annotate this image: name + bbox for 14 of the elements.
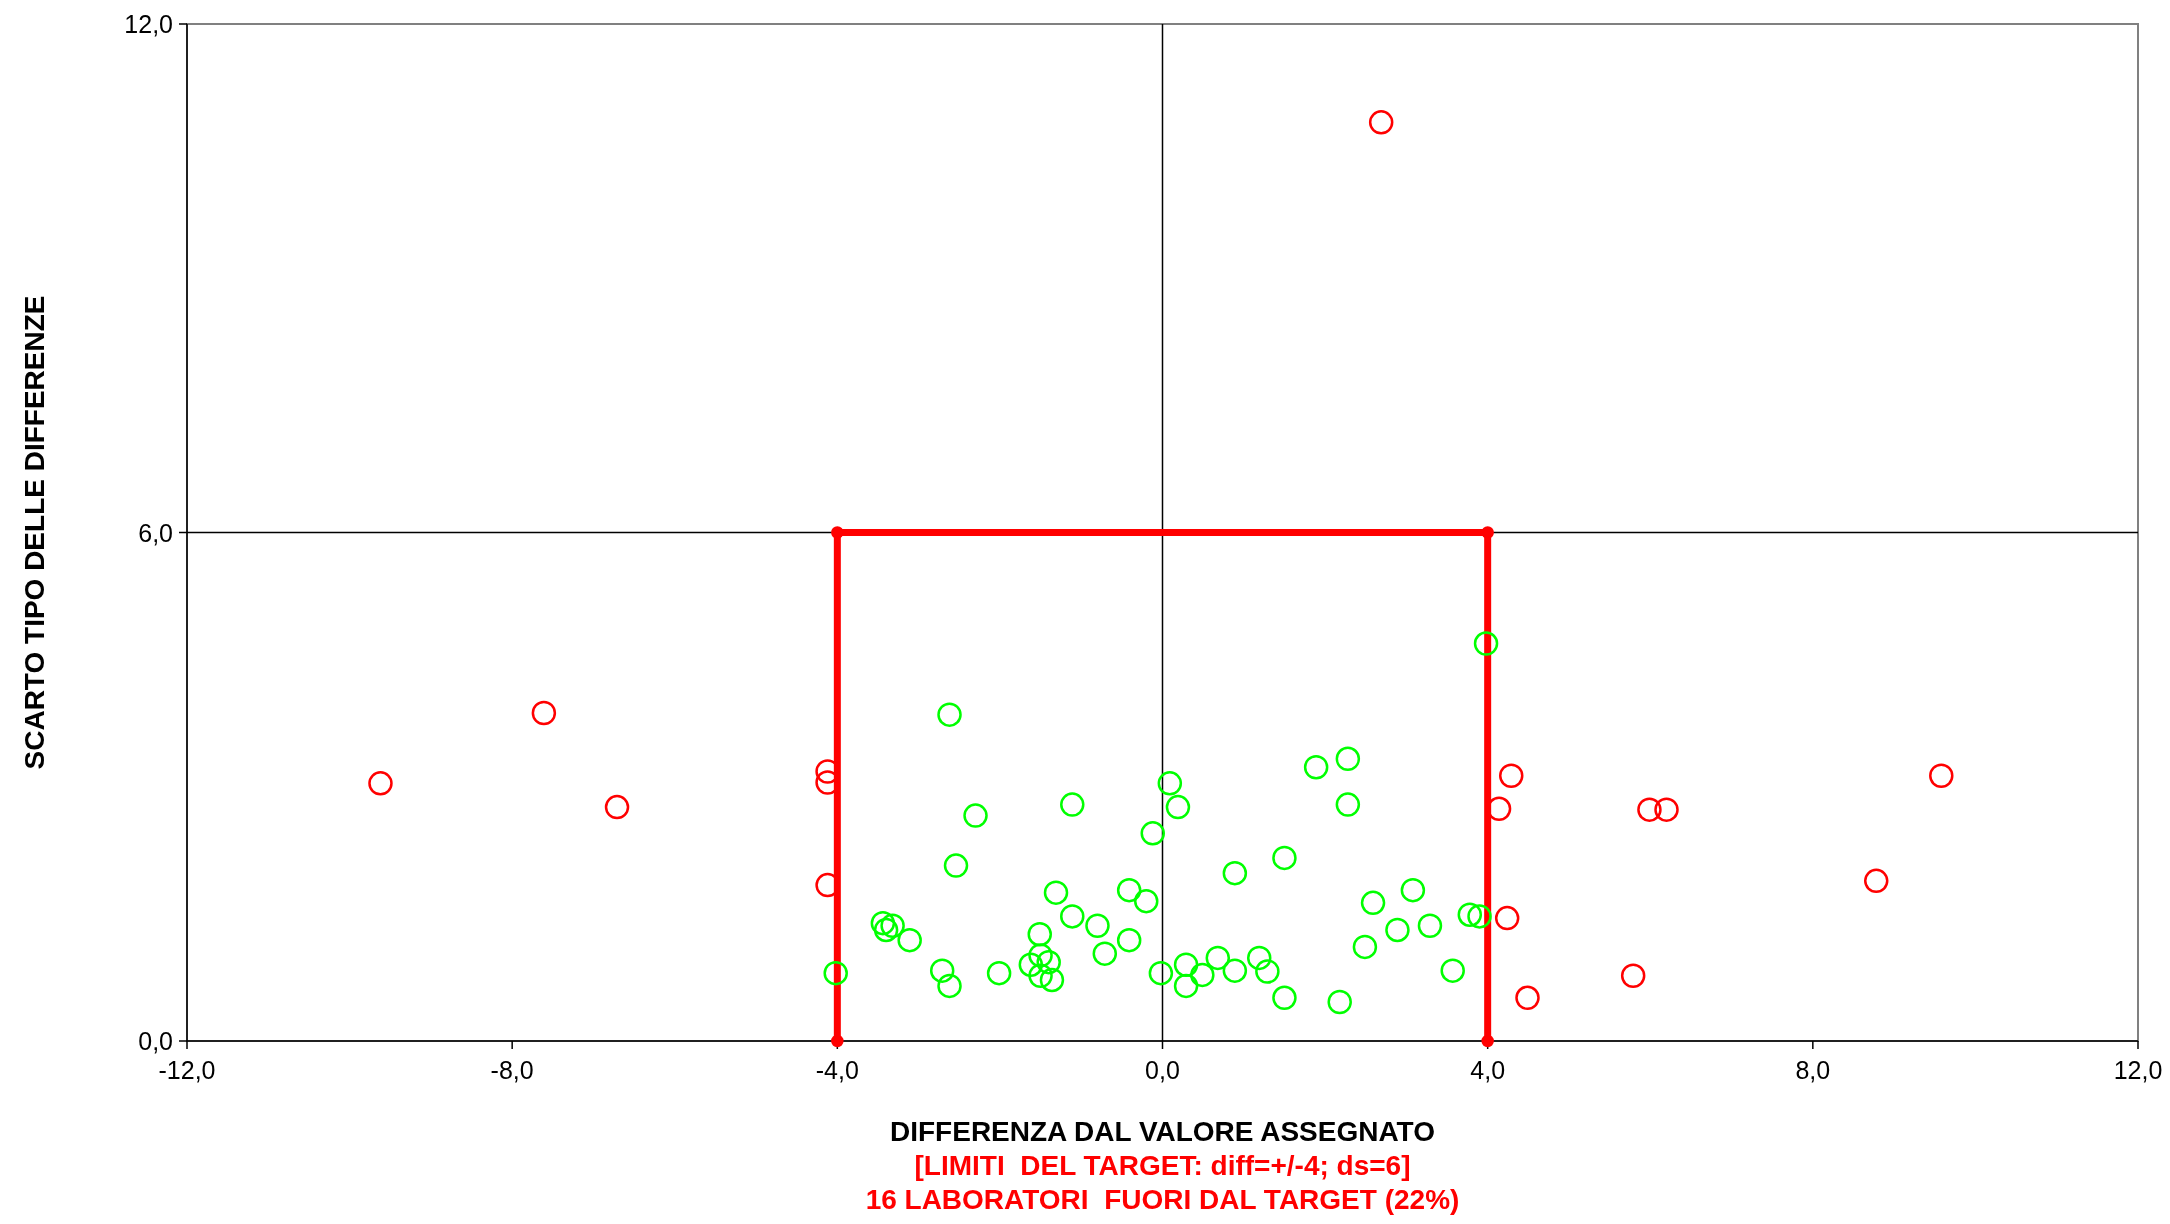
x-tick-label: -8,0 — [490, 1056, 534, 1084]
y-axis-title: SCARTO TIPO DELLE DIFFERENZE — [19, 295, 50, 770]
y-tick-label: 6,0 — [138, 518, 173, 547]
x-tick-label: 12,0 — [2113, 1056, 2163, 1084]
x-tick-label: -4,0 — [815, 1056, 859, 1084]
x-tick-label: 4,0 — [1470, 1056, 1506, 1084]
x-tick-label: -12,0 — [158, 1056, 216, 1084]
x-tick-label: 8,0 — [1795, 1056, 1831, 1084]
x-tick-label: 0,0 — [1145, 1056, 1180, 1084]
text: 16 LABORATORI FUORI DAL TARGET (22%) — [865, 1184, 1460, 1215]
y-tick-label: 12,0 — [124, 10, 173, 38]
y-tick-label: 0,0 — [138, 1027, 173, 1055]
text: [LIMITI DEL TARGET: diff=+/-4; ds=6] — [914, 1150, 1411, 1181]
x-axis-title: DIFFERENZA DAL VALORE ASSEGNATO — [890, 1116, 1435, 1147]
